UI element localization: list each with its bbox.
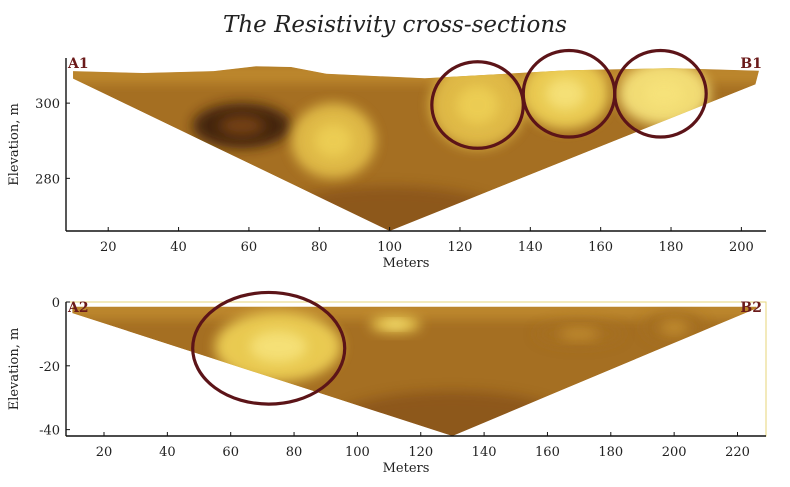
anomaly-core	[219, 115, 265, 136]
chart-title: The Resistivity cross-sections	[223, 12, 567, 38]
x-tick-label: 120	[448, 240, 473, 255]
highlight-circle	[191, 290, 347, 406]
y-tick-label: 0	[52, 296, 60, 311]
x-tick-label: 20	[96, 445, 113, 460]
x-tick-label: 140	[472, 445, 497, 460]
x-tick-label: 180	[598, 445, 623, 460]
x-tick-label: 220	[725, 445, 750, 460]
x-tick-label: 160	[535, 445, 560, 460]
y-tick-label: -20	[39, 360, 60, 375]
anomaly-core	[545, 77, 586, 110]
highlight-circle	[613, 48, 708, 139]
x-tick-label: 140	[518, 240, 543, 255]
x-tick-label: 80	[286, 445, 303, 460]
profile-start-label: A2	[67, 300, 89, 316]
profile-end-label: B1	[740, 56, 762, 72]
y-axis-label: Elevation, m	[7, 328, 22, 411]
x-tick-label: 120	[408, 445, 433, 460]
anomaly-core	[314, 123, 353, 158]
anomaly-core	[643, 79, 685, 109]
y-axis-label: Elevation, m	[7, 103, 22, 186]
x-tick-label: 100	[345, 445, 370, 460]
x-axis-label: Meters	[383, 461, 430, 476]
x-tick-label: 200	[729, 240, 754, 255]
anomaly-core	[456, 85, 499, 125]
panel-section-1: 20 40 60 80 100 120 140 160 180 200 280 300 Meters El…	[7, 48, 766, 271]
y-tick-label: -40	[39, 424, 60, 439]
panel-section-2: 20 40 60 80 100 120 140 160 180 200 220 -40 -20 0 Mete…	[7, 290, 767, 476]
x-tick-label: 60	[222, 445, 239, 460]
x-tick-label: 80	[311, 240, 328, 255]
anomaly-core	[384, 320, 407, 328]
x-tick-label: 40	[170, 240, 187, 255]
surface-band	[72, 306, 757, 319]
x-tick-label: 160	[588, 240, 613, 255]
y-tick-label: 280	[35, 172, 60, 187]
x-tick-label: 100	[377, 240, 402, 255]
profile-end-label: B2	[740, 300, 762, 316]
x-tick-label: 60	[241, 240, 258, 255]
anomaly-core	[249, 330, 307, 363]
anomaly-core	[659, 320, 689, 335]
x-tick-label: 180	[659, 240, 684, 255]
profile-start-label: A1	[67, 56, 89, 72]
x-tick-label: 40	[159, 445, 176, 460]
x-tick-label: 200	[662, 445, 687, 460]
x-axis-label: Meters	[383, 256, 430, 271]
x-tick-label: 20	[100, 240, 117, 255]
anomaly-core	[559, 328, 600, 340]
y-tick-label: 300	[35, 97, 60, 112]
